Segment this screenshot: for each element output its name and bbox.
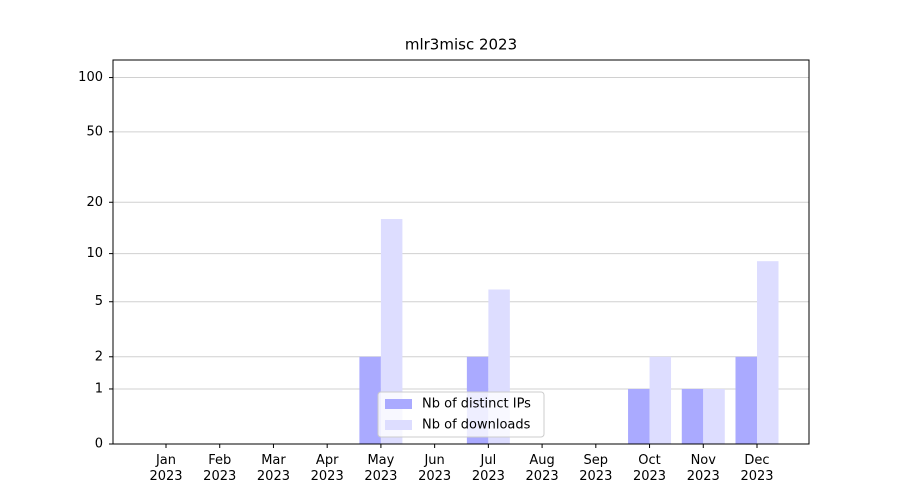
legend-box — [377, 391, 545, 438]
y-tick-label: 100 — [78, 70, 103, 85]
x-tick-label: Aug 2023 — [525, 453, 559, 484]
y-tick-label: 10 — [86, 246, 103, 261]
x-tick-label: Feb 2023 — [203, 453, 237, 484]
bar — [649, 356, 672, 444]
x-tick-label: Jan 2023 — [149, 453, 183, 484]
y-tick-label: 20 — [86, 195, 103, 210]
y-tick-label: 5 — [95, 294, 103, 309]
bar — [735, 356, 757, 444]
bar — [359, 356, 381, 444]
bar — [703, 388, 725, 444]
x-tick-label: Nov 2023 — [686, 453, 720, 484]
x-tick-label: May 2023 — [364, 453, 398, 484]
x-tick-label: Mar 2023 — [256, 453, 290, 484]
plot-frame — [112, 59, 810, 445]
x-tick-label: Apr 2023 — [310, 453, 344, 484]
bar — [628, 388, 650, 444]
x-tick-label: Jun 2023 — [418, 453, 452, 484]
y-tick-label: 50 — [86, 124, 103, 139]
legend-swatch — [385, 399, 412, 409]
y-tick-label: 2 — [95, 349, 103, 364]
legend-label: Nb of distinct IPs — [422, 397, 531, 412]
x-tick-label: Dec 2023 — [740, 453, 774, 484]
bar — [380, 219, 403, 444]
bar — [757, 261, 779, 444]
y-tick-label: 0 — [95, 437, 103, 452]
y-tick-label: 1 — [95, 381, 103, 396]
bar — [681, 388, 704, 444]
legend-label: Nb of downloads — [422, 418, 531, 433]
chart-title: mlr3misc 2023 — [405, 36, 517, 54]
x-tick-label: Oct 2023 — [632, 453, 667, 484]
x-tick-label: Jul 2023 — [471, 453, 505, 484]
legend-swatch — [385, 420, 412, 430]
x-tick-label: Sep 2023 — [579, 453, 613, 484]
